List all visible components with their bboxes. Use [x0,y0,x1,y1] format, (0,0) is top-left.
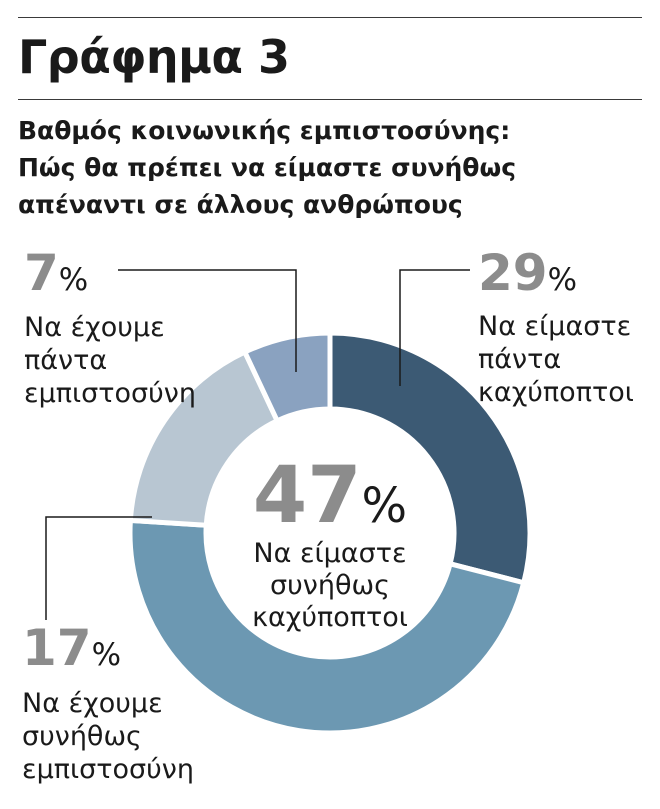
subtitle-line: απέναντι σε άλλους ανθρώπους [18,190,463,219]
title-rule [18,99,642,100]
donut-slices [127,330,533,736]
top-rule [18,17,642,18]
leader-line-3 [118,269,297,372]
slice-value-unit: % [361,478,407,534]
slice-label-2-line-1: συνήθως [22,721,142,752]
slice-value-number: 17 [22,619,92,677]
slice-label-1-line-1: συνήθως [270,570,390,601]
slice-value-0: 29% [478,244,577,302]
chart-subtitle: Βαθμός κοινωνικής εμπιστοσύνης: Πώς θα π… [18,112,648,223]
donut-slice-0 [327,330,533,586]
slice-label-1-line-2: καχύποπτοι [252,602,408,633]
slice-label-0-line-0: Να είμαστε [478,311,631,342]
slice-value-1: 47% [253,451,407,541]
subtitle-line: Πώς θα πρέπει να είμαστε συνήθως [18,153,517,182]
slice-value-number: 7 [24,244,59,302]
figure-title: Γράφημα 3 [18,30,290,84]
slice-value-unit: % [548,262,577,298]
slice-value-number: 29 [478,244,548,302]
slice-label-3-line-1: πάντα [24,345,107,376]
donut-slice-1 [127,517,527,736]
slice-label-3-line-2: εμπιστοσύνη [24,378,196,409]
subtitle-line: Βαθμός κοινωνικής εμπιστοσύνης: [18,116,511,145]
slice-label-0-line-2: καχύποπτοι [478,377,634,408]
donut-slice-3 [241,330,333,425]
slice-value-unit: % [59,262,88,298]
slice-label-0-line-1: πάντα [478,344,561,375]
slice-label-2-line-0: Να έχουμε [22,688,163,719]
leader-line-0 [399,269,470,386]
slice-value-3: 7% [24,244,88,302]
slice-label-1-line-0: Να είμαστε [253,538,406,569]
slice-value-2: 17% [22,619,121,677]
leader-line-2 [45,516,152,620]
slice-value-unit: % [92,637,121,673]
slice-value-number: 47 [253,451,362,541]
leader-lines [45,269,470,620]
slice-label-3-line-0: Να έχουμε [24,312,165,343]
slice-label-2-line-2: εμπιστοσύνη [22,754,194,785]
